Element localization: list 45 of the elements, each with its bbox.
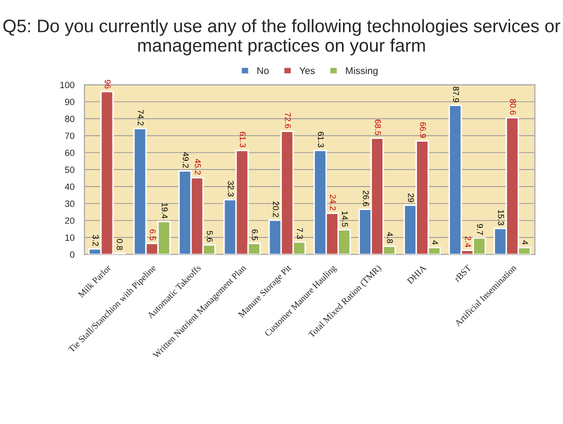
y-tick-label: 100	[60, 82, 74, 88]
data-label: 32.3	[228, 180, 234, 196]
data-label: 24.2	[330, 194, 336, 210]
data-label: 7.3	[296, 228, 303, 239]
data-label: 61.3	[318, 132, 324, 148]
data-label: 87.9	[453, 86, 459, 102]
data-label: 6.5	[150, 229, 156, 240]
data-label: 9.7	[477, 224, 483, 235]
data-label: 96	[104, 80, 111, 88]
data-label: 66.9	[420, 122, 426, 138]
legend-label: No	[257, 67, 269, 74]
data-label: 15.3	[498, 210, 504, 226]
data-label: 26.6	[362, 190, 369, 206]
data-label: 20.2	[272, 202, 279, 217]
y-tick-label: 30	[65, 200, 74, 207]
y-tick-label: 70	[65, 132, 74, 140]
legend-label: Yes	[299, 67, 315, 74]
data-label: 4	[522, 240, 528, 245]
data-label: 3.2	[92, 234, 99, 246]
y-tick-label: 90	[65, 98, 74, 106]
data-label: 49.2	[182, 152, 189, 168]
data-label: 74.2	[138, 110, 144, 126]
y-tick-label: 0	[70, 251, 74, 258]
data-label: 72.6	[284, 112, 291, 128]
data-label: 45.2	[194, 158, 201, 175]
y-tick-label: 40	[64, 184, 74, 190]
data-label: 4	[432, 240, 438, 245]
data-label: 14.5	[342, 211, 348, 227]
legend-label: Missing	[346, 66, 378, 76]
data-label: 19.4	[162, 203, 168, 218]
data-label: 29	[408, 194, 414, 202]
y-tick-label: 60	[65, 150, 74, 156]
data-label: 61.3	[240, 132, 246, 148]
chart-title: Q5: Do you currently use any of the following technologies services or management practices on your farm	[3, 19, 560, 56]
data-label: 80.6	[510, 99, 516, 115]
data-label: 2.4	[465, 236, 471, 248]
data-label: 6.5	[252, 229, 258, 240]
y-tick-label: 80	[65, 116, 74, 122]
data-label: 0.8	[116, 239, 123, 250]
data-label: 4.8	[386, 232, 393, 244]
y-tick-label: 50	[65, 166, 74, 173]
data-label: 5.6	[206, 230, 213, 242]
data-label: 68.5	[374, 120, 381, 136]
y-tick-label: 10	[65, 234, 74, 241]
y-tick-label: 20	[65, 217, 74, 224]
